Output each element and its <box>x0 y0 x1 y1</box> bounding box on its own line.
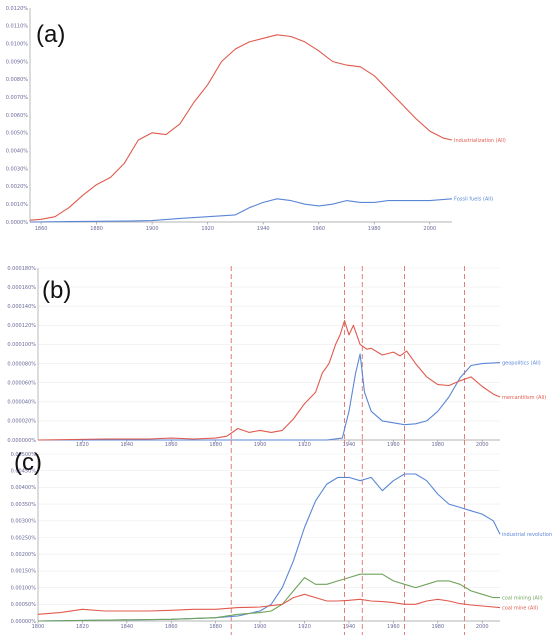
x-tick-label-a-6: 1980 <box>368 226 381 232</box>
series-label-a-1: Fossil fuels (All) <box>454 197 493 203</box>
series-label-b-1: mercantilism (All) <box>502 395 546 401</box>
y-tick-label-c-7: 0.00350% <box>11 502 37 508</box>
x-tick-label-b-4: 1900 <box>254 442 267 448</box>
y-tick-label-c-9: 0.00450% <box>11 469 37 475</box>
y-tick-label-b-7: 0.000140% <box>7 304 36 310</box>
y-tick-label-c-10: 0.00500% <box>11 452 37 458</box>
y-tick-label-a-7: 0.0070% <box>6 95 28 101</box>
series-line-c-1 <box>37 573 500 622</box>
y-tick-label-c-1: 0.00050% <box>11 602 37 608</box>
y-tick-label-b-6: 0.000120% <box>7 323 36 329</box>
y-tick-label-c-6: 0.00300% <box>11 519 37 525</box>
y-tick-label-a-6: 0.0060% <box>6 113 28 119</box>
x-tick-label-c-8: 1960 <box>387 624 400 630</box>
y-tick-label-c-5: 0.00250% <box>11 535 37 541</box>
x-tick-label-c-5: 1900 <box>254 624 267 630</box>
chart-panel-b: 0.000000% 0.000020% 0.000040% 0.000060% 0.00… <box>7 266 546 448</box>
x-tick-label-c-0: 1800 <box>32 624 45 630</box>
y-tick-label-a-12: 0.0120% <box>6 6 28 12</box>
chart-panel-c: 0.00000% 0.00050% 0.00100% 0.00150% 0.00200%… <box>11 440 554 635</box>
y-tick-label-b-8: 0.000160% <box>7 285 36 291</box>
y-tick-label-b-9: 0.000180% <box>7 266 36 272</box>
x-tick-label-a-1: 1880 <box>90 226 103 232</box>
y-tick-label-b-2: 0.000040% <box>7 400 36 406</box>
x-tick-label-a-5: 1960 <box>312 226 325 232</box>
series-line-b-0 <box>38 353 501 441</box>
x-tick-label-a-7: 2000 <box>423 226 436 232</box>
y-tick-label-a-11: 0.0110% <box>6 24 28 30</box>
panel-letter-b: (b) <box>42 277 71 304</box>
series-line-b-1 <box>37 320 501 441</box>
y-tick-label-a-3: 0.0030% <box>6 166 28 172</box>
series-label-c-2: coal mine (All) <box>502 605 538 611</box>
chart-panel-a: 0.0000% 0.0010% 0.0020% 0.0030% 0.0040% 0.005… <box>6 6 506 232</box>
x-tick-label-a-2: 1900 <box>146 226 159 232</box>
x-tick-label-c-7: 1940 <box>343 624 356 630</box>
x-tick-label-c-1: 1820 <box>76 624 89 630</box>
x-tick-label-b-5: 1920 <box>298 442 311 448</box>
panel-letter-c: (c) <box>14 449 42 476</box>
x-tick-label-a-0: 1860 <box>35 226 48 232</box>
series-line-a-1 <box>29 198 453 223</box>
y-tick-label-a-0: 0.0000% <box>6 220 28 226</box>
series-label-c-0: industrial revolution (All) <box>502 532 554 538</box>
x-tick-label-c-3: 1860 <box>165 624 178 630</box>
series-label-b-0: geopolitics (All) <box>502 360 541 366</box>
series-line-a-0 <box>29 34 453 221</box>
y-tick-label-b-1: 0.000020% <box>7 419 36 425</box>
series-line-c-2 <box>37 593 501 615</box>
y-tick-label-c-4: 0.00200% <box>11 552 37 558</box>
x-tick-label-b-7: 1960 <box>387 442 400 448</box>
x-tick-label-c-6: 1920 <box>298 624 311 630</box>
x-tick-label-b-9: 2000 <box>476 442 489 448</box>
y-tick-label-c-2: 0.00100% <box>11 585 37 591</box>
x-tick-label-b-2: 1860 <box>165 442 178 448</box>
y-tick-label-b-4: 0.000080% <box>7 361 36 367</box>
y-tick-label-a-5: 0.0050% <box>6 131 28 137</box>
y-tick-label-b-3: 0.000060% <box>7 380 36 386</box>
x-tick-label-a-4: 1940 <box>257 226 270 232</box>
x-tick-label-c-10: 2000 <box>476 624 489 630</box>
x-tick-label-c-2: 1840 <box>120 624 133 630</box>
x-tick-label-b-3: 1880 <box>209 442 222 448</box>
series-line-c-0 <box>37 473 501 622</box>
y-tick-label-b-5: 0.000100% <box>7 342 36 348</box>
x-tick-label-c-9: 1980 <box>431 624 444 630</box>
x-tick-label-a-3: 1920 <box>201 226 214 232</box>
x-tick-label-b-1: 1840 <box>120 442 133 448</box>
y-tick-label-a-8: 0.0080% <box>6 77 28 83</box>
y-tick-label-a-10: 0.0100% <box>6 41 28 47</box>
y-tick-label-a-1: 0.0010% <box>6 202 28 208</box>
y-tick-label-c-0: 0.00000% <box>11 619 37 625</box>
x-tick-label-c-4: 1880 <box>209 624 222 630</box>
series-label-c-1: coal mining (All) <box>502 595 543 601</box>
panel-letter-a: (a) <box>36 21 65 48</box>
y-tick-label-b-0: 0.000000% <box>7 438 36 444</box>
y-tick-label-a-9: 0.0090% <box>6 59 28 65</box>
y-tick-label-a-2: 0.0020% <box>6 184 28 190</box>
y-tick-label-c-8: 0.00400% <box>11 485 37 491</box>
y-tick-label-c-3: 0.00150% <box>11 569 37 575</box>
x-tick-label-b-0: 1820 <box>76 442 89 448</box>
x-tick-label-b-8: 1980 <box>431 442 444 448</box>
series-label-a-0: Industrialization (All) <box>454 138 506 144</box>
y-tick-label-a-4: 0.0040% <box>6 148 28 154</box>
x-tick-label-b-6: 1940 <box>343 442 356 448</box>
